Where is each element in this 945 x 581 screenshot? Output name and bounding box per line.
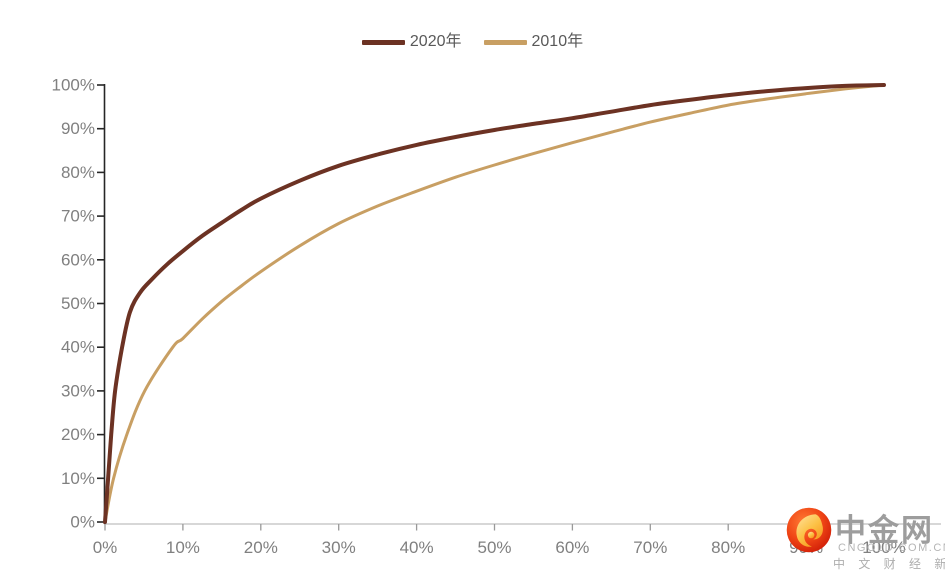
x-tick-label: 0%	[93, 538, 118, 557]
series-line-2020	[103, 83, 886, 524]
legend-item-2020[interactable]: 2020年	[361, 33, 462, 50]
y-tick-label: 60%	[61, 250, 95, 269]
y-tick-label: 30%	[61, 381, 95, 400]
y-tick-label: 20%	[61, 425, 95, 444]
x-tick-label: 80%	[711, 538, 745, 557]
y-tick-label: 40%	[61, 338, 95, 357]
x-tick-label: 50%	[477, 538, 511, 557]
x-tick-label: 60%	[555, 538, 589, 557]
legend-swatch-2010	[483, 39, 527, 45]
x-tick-label: 30%	[322, 538, 356, 557]
chart-legend: 2020年 2010年	[0, 31, 945, 53]
series-line-2010	[103, 83, 886, 524]
y-tick-label: 50%	[61, 294, 95, 313]
y-tick-label: 80%	[61, 163, 95, 182]
legend-item-2010[interactable]: 2010年	[483, 33, 584, 50]
x-tick-label: 100%	[862, 538, 905, 557]
x-tick-label: 10%	[166, 538, 200, 557]
y-tick-label: 0%	[70, 513, 95, 532]
x-tick-label: 20%	[244, 538, 278, 557]
y-tick-label: 10%	[61, 469, 95, 488]
legend-label-2020: 2020年	[409, 33, 462, 50]
x-tick-label: 40%	[400, 538, 434, 557]
x-tick-label: 70%	[633, 538, 667, 557]
legend-label-2010: 2010年	[531, 33, 584, 50]
y-tick-label: 100%	[52, 76, 95, 95]
legend-swatch-2020	[361, 39, 405, 45]
y-tick-label: 70%	[61, 207, 95, 226]
y-tick-label: 90%	[61, 119, 95, 138]
x-tick-label: 90%	[789, 538, 823, 557]
